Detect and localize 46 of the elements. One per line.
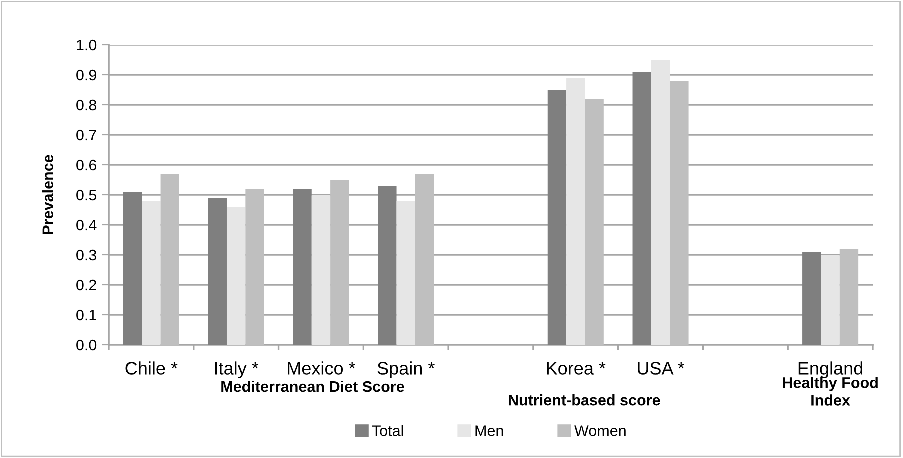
bar (330, 180, 350, 345)
bar (246, 189, 264, 345)
y-tick-label: 0.9 (76, 70, 96, 81)
bar (208, 198, 227, 345)
y-tick-label: 0.0 (76, 340, 97, 351)
bar (226, 207, 246, 345)
x-tick-label: Chile * (126, 362, 178, 375)
x-tick-label: Italy * (215, 362, 259, 378)
bar (378, 186, 397, 345)
x-tick-label: USA * (638, 362, 685, 375)
bar (566, 78, 586, 345)
y-tick-label: 0.7 (76, 130, 96, 141)
bar (142, 201, 161, 345)
legend-label: Women (574, 426, 626, 436)
y-tick-label: 0.2 (76, 280, 96, 291)
bar (802, 252, 822, 345)
bar (548, 90, 567, 345)
bar (840, 249, 859, 345)
bar (293, 189, 312, 345)
y-tick-label: 0.1 (76, 310, 96, 321)
bar (415, 174, 434, 345)
bar (123, 192, 142, 345)
legend-label: Men (476, 426, 504, 436)
x-tick-label: Spain * (378, 362, 435, 378)
y-axis-title: Prevalence (42, 155, 54, 234)
legend-label: Total (372, 425, 404, 436)
text: Mediterranean Diet Score (222, 381, 404, 392)
y-tick-label: 0.8 (76, 100, 97, 111)
bar (632, 72, 652, 345)
x-tick-label: England (798, 362, 863, 378)
bar (651, 60, 670, 345)
y-tick-label: 1.0 (77, 40, 97, 51)
y-tick-label: 0.5 (76, 190, 97, 201)
bar (585, 99, 604, 345)
text: Healthy Food Index (783, 377, 878, 406)
y-tick-label: 0.3 (76, 250, 97, 261)
bar (160, 174, 180, 345)
bar (821, 255, 840, 345)
y-tick-label: 0.4 (76, 220, 97, 231)
text: Nutrient-based score (508, 394, 660, 406)
bar (396, 201, 416, 345)
bar (670, 81, 689, 345)
x-tick-label: Korea * (547, 362, 606, 375)
bar (312, 195, 331, 345)
x-tick-label: Mexico * (288, 362, 356, 375)
y-tick-label: 0.6 (76, 160, 97, 171)
